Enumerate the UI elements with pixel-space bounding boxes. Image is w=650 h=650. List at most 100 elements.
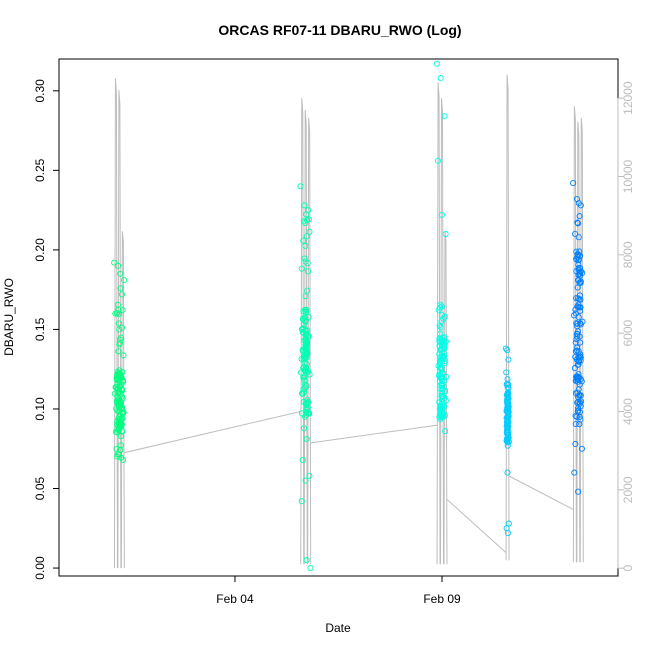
- data-point: [301, 377, 308, 384]
- series-rf07: [111, 259, 128, 463]
- data-point: [112, 310, 119, 317]
- data-point: [504, 404, 511, 412]
- data-point: [574, 399, 581, 406]
- data-point: [300, 308, 307, 315]
- x-axis: Feb 04 Feb 09: [216, 576, 461, 606]
- data-point: [117, 270, 124, 277]
- y2-tick-label: 12000: [621, 81, 635, 115]
- data-point: [301, 345, 308, 352]
- data-point: [504, 347, 511, 354]
- data-point: [442, 338, 449, 345]
- data-point: [117, 416, 124, 423]
- data-point: [576, 296, 583, 303]
- data-point: [302, 258, 309, 265]
- data-point: [439, 382, 446, 389]
- data-point: [302, 477, 309, 484]
- data-point: [437, 75, 444, 82]
- data-point: [117, 340, 124, 347]
- x-tick-label: Feb 04: [216, 592, 254, 606]
- plot-area: [111, 60, 586, 572]
- data-point: [114, 386, 122, 393]
- data-point: [574, 219, 581, 226]
- y-axis-label: DBARU_RWO: [2, 278, 16, 356]
- data-point: [302, 364, 309, 371]
- data-point: [572, 230, 579, 237]
- data-point: [503, 369, 510, 376]
- data-point: [113, 384, 120, 391]
- data-point: [301, 255, 308, 262]
- series-rf08: [297, 183, 314, 572]
- data-point: [575, 407, 582, 414]
- data-point: [300, 218, 308, 225]
- data-point: [504, 380, 511, 387]
- altitude-spike: [303, 109, 308, 565]
- data-point: [120, 352, 127, 359]
- data-point: [574, 393, 582, 401]
- x-tick-label: Feb 09: [423, 592, 461, 606]
- data-point: [577, 202, 584, 209]
- data-point: [574, 361, 581, 368]
- y2-tick-label: 6000: [621, 319, 635, 346]
- data-point: [438, 346, 445, 353]
- data-point: [574, 375, 581, 382]
- data-point: [119, 386, 126, 393]
- data-point: [437, 335, 444, 342]
- data-point: [441, 113, 448, 120]
- y-tick-label: 0.25: [33, 158, 47, 182]
- y-tick-label: 0.10: [33, 397, 47, 421]
- data-point: [577, 416, 584, 423]
- data-point: [572, 420, 579, 428]
- data-point: [118, 419, 125, 426]
- data-point: [441, 345, 448, 352]
- data-point: [114, 301, 121, 308]
- data-point: [113, 445, 120, 452]
- data-point: [438, 318, 445, 325]
- data-point: [504, 469, 511, 476]
- data-point: [504, 429, 511, 436]
- data-point: [504, 439, 511, 446]
- data-point: [503, 381, 510, 388]
- y-axis-left: 0.00 0.05 0.10 0.15 0.20 0.25 0.30: [33, 79, 60, 580]
- data-point: [297, 183, 304, 190]
- data-point: [575, 234, 582, 241]
- y-tick-label: 0.20: [33, 238, 47, 262]
- y2-tick-label: 2000: [621, 476, 635, 503]
- data-point: [438, 364, 445, 371]
- data-point: [438, 211, 445, 218]
- data-point: [115, 320, 122, 327]
- chart-title: ORCAS RF07-11 DBARU_RWO (Log): [218, 22, 461, 38]
- data-point: [298, 498, 305, 505]
- data-point: [504, 401, 511, 408]
- data-point: [117, 285, 124, 292]
- y2-tick-label: 8000: [621, 241, 635, 268]
- data-point: [304, 367, 311, 374]
- data-point: [579, 318, 586, 325]
- data-point: [575, 357, 582, 364]
- data-point: [576, 213, 583, 220]
- altitude-connector: [509, 475, 574, 510]
- data-point: [301, 202, 308, 209]
- y-tick-label: 0.15: [33, 317, 47, 341]
- data-point: [300, 320, 307, 328]
- y-tick-label: 0.00: [33, 556, 47, 580]
- data-point: [504, 529, 511, 537]
- data-point: [578, 445, 585, 452]
- altitude-spike: [117, 90, 122, 569]
- data-point: [115, 427, 122, 434]
- data-point: [572, 348, 579, 355]
- data-point: [437, 370, 444, 378]
- data-point: [305, 207, 312, 214]
- data-point: [306, 472, 313, 479]
- plot-frame: [58, 58, 619, 577]
- data-point: [576, 413, 583, 421]
- data-point: [503, 422, 510, 430]
- data-point: [502, 345, 509, 352]
- data-point: [576, 264, 584, 272]
- series-rf11: [570, 180, 586, 495]
- data-point: [300, 237, 307, 244]
- data-point: [303, 436, 310, 443]
- data-point: [117, 447, 124, 454]
- data-point: [301, 384, 309, 391]
- data-point: [442, 397, 449, 404]
- data-point: [301, 314, 308, 321]
